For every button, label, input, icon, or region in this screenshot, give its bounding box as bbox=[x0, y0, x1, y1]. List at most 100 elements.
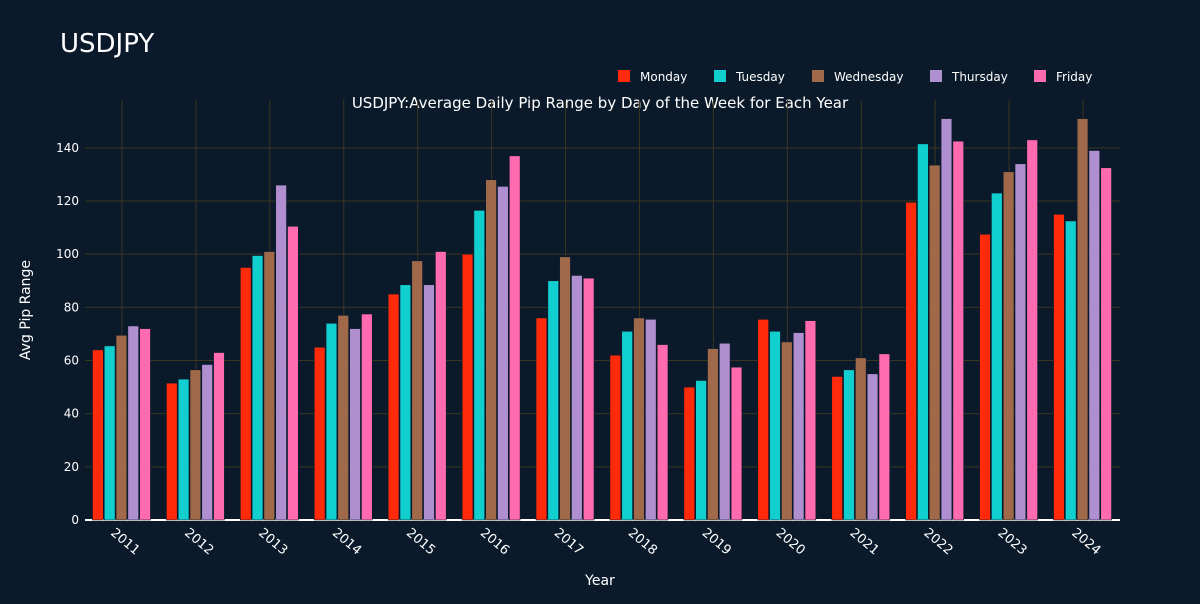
bar-tuesday-2013[interactable] bbox=[251, 255, 264, 521]
y-tick-label: 40 bbox=[64, 407, 79, 421]
bar-wednesday-2020[interactable] bbox=[781, 341, 793, 521]
bar-monday-2011[interactable] bbox=[92, 349, 104, 521]
bar-thursday-2018[interactable] bbox=[645, 319, 657, 521]
bar-monday-2019[interactable] bbox=[683, 386, 695, 521]
legend-label: Monday bbox=[640, 70, 687, 84]
bar-thursday-2014[interactable] bbox=[349, 328, 361, 521]
bar-wednesday-2016[interactable] bbox=[485, 179, 497, 521]
legend-item-thursday[interactable]: Thursday bbox=[930, 70, 1008, 84]
x-tick-label: 2020 bbox=[773, 526, 808, 559]
bar-tuesday-2017[interactable] bbox=[547, 280, 559, 521]
bars bbox=[92, 118, 1112, 521]
bar-tuesday-2014[interactable] bbox=[325, 322, 338, 521]
bar-friday-2012[interactable] bbox=[213, 352, 225, 521]
bar-friday-2022[interactable] bbox=[952, 140, 964, 521]
bar-monday-2013[interactable] bbox=[240, 267, 252, 521]
x-tick-label: 2011 bbox=[107, 526, 142, 559]
bar-monday-2012[interactable] bbox=[166, 382, 178, 521]
y-tick-label: 60 bbox=[64, 354, 79, 368]
bar-monday-2018[interactable] bbox=[609, 354, 622, 521]
bar-wednesday-2024[interactable] bbox=[1076, 118, 1089, 521]
chart-title: USDJPY:Average Daily Pip Range by Day of… bbox=[352, 94, 849, 112]
bar-tuesday-2024[interactable] bbox=[1065, 220, 1077, 521]
bar-monday-2015[interactable] bbox=[387, 293, 400, 521]
bar-friday-2023[interactable] bbox=[1026, 139, 1038, 521]
bar-monday-2016[interactable] bbox=[461, 253, 474, 521]
y-tick-label: 100 bbox=[56, 247, 79, 261]
bar-thursday-2024[interactable] bbox=[1088, 150, 1101, 521]
bar-wednesday-2011[interactable] bbox=[115, 334, 128, 521]
bar-thursday-2015[interactable] bbox=[423, 284, 435, 521]
bar-tuesday-2022[interactable] bbox=[917, 143, 929, 521]
bar-wednesday-2022[interactable] bbox=[928, 164, 941, 521]
bar-wednesday-2014[interactable] bbox=[337, 315, 349, 521]
bar-tuesday-2012[interactable] bbox=[177, 378, 190, 521]
bar-tuesday-2019[interactable] bbox=[695, 380, 707, 521]
bar-friday-2024[interactable] bbox=[1100, 167, 1112, 521]
bar-tuesday-2021[interactable] bbox=[843, 369, 855, 521]
bar-friday-2011[interactable] bbox=[139, 328, 151, 521]
bar-tuesday-2016[interactable] bbox=[473, 210, 486, 521]
legend-swatch bbox=[618, 70, 630, 82]
bar-friday-2017[interactable] bbox=[582, 277, 595, 521]
bar-friday-2019[interactable] bbox=[730, 366, 743, 521]
bar-tuesday-2018[interactable] bbox=[621, 330, 633, 521]
y-tick-labels: 0 20 40 60 80 100 120 140 bbox=[56, 141, 79, 527]
bar-monday-2017[interactable] bbox=[535, 317, 548, 521]
bar-friday-2020[interactable] bbox=[804, 320, 817, 521]
x-tick-label: 2014 bbox=[329, 526, 364, 559]
x-tick-label: 2012 bbox=[181, 526, 216, 559]
bar-friday-2015[interactable] bbox=[435, 251, 447, 521]
bar-thursday-2017[interactable] bbox=[571, 275, 583, 521]
bar-wednesday-2021[interactable] bbox=[855, 357, 867, 521]
bar-monday-2023[interactable] bbox=[979, 233, 991, 521]
bar-monday-2022[interactable] bbox=[905, 202, 917, 521]
bar-wednesday-2023[interactable] bbox=[1002, 171, 1015, 521]
y-tick-label: 80 bbox=[64, 300, 79, 314]
bar-monday-2014[interactable] bbox=[313, 346, 326, 521]
bar-tuesday-2011[interactable] bbox=[103, 345, 116, 521]
bar-wednesday-2015[interactable] bbox=[411, 260, 423, 521]
x-tick-label: 2015 bbox=[403, 526, 438, 559]
legend-label: Wednesday bbox=[834, 70, 903, 84]
bar-tuesday-2020[interactable] bbox=[769, 330, 781, 521]
x-tick-label: 2024 bbox=[1068, 526, 1103, 559]
bar-monday-2024[interactable] bbox=[1053, 214, 1065, 521]
bar-wednesday-2013[interactable] bbox=[263, 251, 276, 521]
bar-friday-2013[interactable] bbox=[287, 225, 299, 521]
legend-label: Friday bbox=[1056, 70, 1092, 84]
legend-item-wednesday[interactable]: Wednesday bbox=[812, 70, 903, 84]
legend-swatch bbox=[812, 70, 824, 82]
bar-monday-2020[interactable] bbox=[757, 319, 769, 521]
bar-wednesday-2018[interactable] bbox=[633, 317, 645, 521]
legend-item-monday[interactable]: Monday bbox=[618, 70, 687, 84]
bar-thursday-2011[interactable] bbox=[127, 325, 139, 521]
bar-tuesday-2015[interactable] bbox=[399, 284, 412, 521]
bar-thursday-2020[interactable] bbox=[792, 332, 805, 521]
bar-thursday-2023[interactable] bbox=[1014, 163, 1027, 521]
legend-swatch bbox=[1034, 70, 1046, 82]
bar-thursday-2016[interactable] bbox=[497, 186, 509, 521]
bar-wednesday-2017[interactable] bbox=[559, 256, 571, 521]
bar-thursday-2022[interactable] bbox=[940, 118, 953, 521]
legend-item-friday[interactable]: Friday bbox=[1034, 70, 1092, 84]
x-axis-label: Year bbox=[584, 573, 615, 589]
bar-monday-2021[interactable] bbox=[831, 376, 843, 521]
bar-tuesday-2023[interactable] bbox=[991, 192, 1003, 521]
bar-thursday-2021[interactable] bbox=[866, 373, 879, 521]
bar-wednesday-2019[interactable] bbox=[707, 348, 719, 521]
bar-friday-2014[interactable] bbox=[361, 313, 373, 521]
bar-thursday-2013[interactable] bbox=[275, 184, 287, 521]
bar-wednesday-2012[interactable] bbox=[189, 369, 202, 521]
bar-friday-2016[interactable] bbox=[509, 155, 521, 521]
bar-friday-2018[interactable] bbox=[656, 344, 669, 521]
bar-thursday-2012[interactable] bbox=[201, 364, 213, 521]
legend[interactable]: Monday Tuesday Wednesday Thursday Friday bbox=[618, 70, 1092, 84]
bar-thursday-2019[interactable] bbox=[718, 342, 731, 521]
x-tick-labels: 2011 2012 2013 2014 2015 2016 2017 2018 2019 2020… bbox=[107, 526, 1103, 559]
bar-friday-2021[interactable] bbox=[878, 353, 891, 521]
x-tick-label: 2017 bbox=[551, 526, 586, 559]
legend-item-tuesday[interactable]: Tuesday bbox=[714, 70, 785, 84]
